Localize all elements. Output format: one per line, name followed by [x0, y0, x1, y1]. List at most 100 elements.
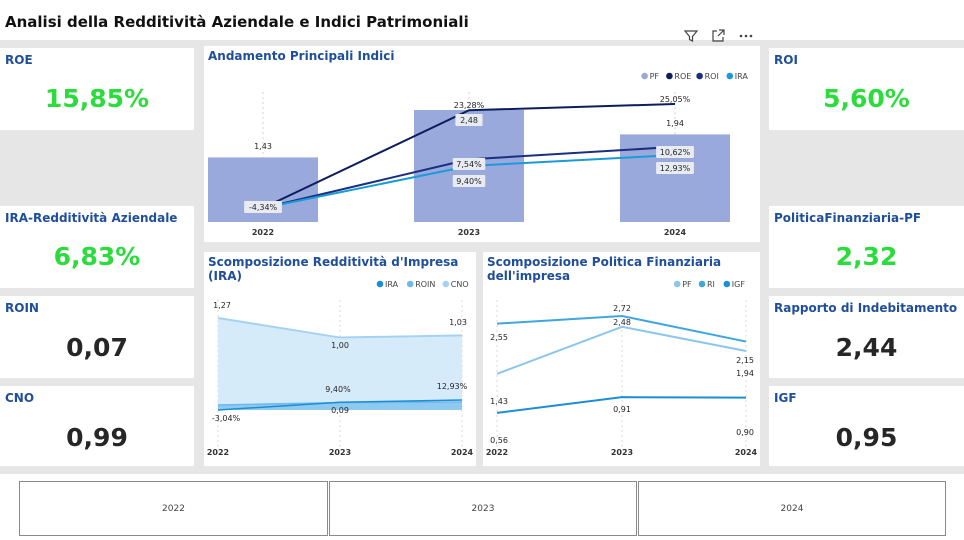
data-label-ira-2023: 7,54%	[456, 160, 482, 169]
x-tick-label-2023: 2023	[458, 228, 480, 237]
chart-andamento-indici[interactable]: Andamento Principali Indici PF ROE ROI IRA 1…	[204, 46, 760, 242]
kpi-label: IGF	[774, 391, 797, 405]
x-tick-label-2022: 2022	[207, 448, 229, 457]
legend-label-roe: ROE	[674, 72, 691, 81]
chart-title: Scomposizione Redditività d'Impresa (IRA…	[208, 255, 459, 283]
x-tick-label-2024: 2024	[735, 448, 758, 457]
legend-label-pf: PF	[650, 72, 660, 81]
kpi-card-ira[interactable]: IRA-Redditività Aziendale 6,83%	[0, 206, 194, 288]
data-label-ri-2024: 2,15	[736, 356, 754, 365]
data-label-pf-2024: 1,94	[666, 119, 684, 128]
legend-marker-roi	[696, 72, 703, 80]
legend-marker-ira	[376, 280, 384, 288]
data-label-roe-2022: -4,34%	[249, 203, 278, 212]
legend-marker-cno	[442, 280, 450, 288]
kpi-card-roin[interactable]: ROIN 0,07	[0, 296, 194, 378]
kpi-label: ROIN	[5, 301, 39, 315]
page-title: Analisi della Redditività Aziendale e In…	[5, 13, 469, 31]
more-options-icon[interactable]	[736, 27, 756, 45]
legend-label-igf: IGF	[732, 280, 746, 289]
data-label-cno-2023: 1,00	[331, 341, 349, 350]
chart-ira-svg: IRA ROIN CNO 1,27 1,00 1,03 -3,04% 9,40% 12,93% 0…	[207, 280, 474, 457]
data-label-ri-2022: 2,55	[490, 333, 508, 342]
year-slicer-2022[interactable]: 2022	[19, 481, 328, 536]
data-label-ira-2024: 10,62%	[660, 148, 691, 157]
legend-marker-igf	[723, 280, 731, 288]
kpi-label: ROI	[774, 53, 798, 67]
data-label-roe-2022-bg	[244, 201, 282, 213]
kpi-value: 0,95	[835, 423, 898, 452]
data-label-pf-2023-bg	[455, 114, 483, 126]
kpi-value: 2,44	[835, 333, 898, 362]
legend-label-roin: ROIN	[415, 280, 435, 289]
legend-label-ri: RI	[707, 280, 715, 289]
data-label-roi-2023-bg	[452, 175, 486, 187]
year-slicer-2023[interactable]: 2023	[329, 481, 637, 536]
kpi-card-cno[interactable]: CNO 0,99	[0, 386, 194, 466]
year-slicer-2024[interactable]: 2024	[638, 481, 946, 536]
legend-label-ira: IRA	[385, 280, 399, 289]
kpi-label: ROE	[5, 53, 33, 67]
line-cno	[217, 317, 463, 339]
chart-scomposizione-ira[interactable]: Scomposizione Redditività d'Impresa (IRA…	[204, 252, 476, 466]
kpi-card-indebitamento[interactable]: Rapporto di Indebitamento 2,44	[769, 296, 964, 378]
kpi-value: 6,83%	[53, 242, 141, 271]
chart-pf-svg: PF RI IGF 1,43 2,48 1,94 2,55 2,72 2,15 0,56 0,91 0…	[486, 280, 758, 457]
legend-marker-pf	[641, 72, 648, 80]
kpi-card-roe[interactable]: ROE 15,85%	[0, 48, 194, 130]
x-tick-label-2024: 2024	[451, 448, 474, 457]
line-pf	[496, 325, 747, 375]
legend-marker-pf	[673, 280, 681, 288]
data-label-cno-2024: 1,03	[449, 318, 467, 327]
data-label-ira-2022: -3,04%	[212, 414, 241, 423]
chart-title: Scomposizione Politica Finanziaria dell'…	[487, 255, 722, 283]
x-tick-label-2024: 2024	[664, 228, 687, 237]
focus-mode-icon[interactable]	[708, 27, 728, 45]
kpi-value: 0,07	[66, 333, 128, 362]
kpi-value: 5,60%	[823, 84, 910, 113]
data-label-ira-2023: 9,40%	[325, 385, 351, 394]
line-ri	[496, 314, 747, 343]
legend-marker-roin	[406, 280, 414, 288]
data-label-igf-2023: 0,91	[613, 405, 631, 414]
data-label-igf-2022: 0,56	[490, 436, 508, 445]
data-label-roi-2023: 9,40%	[456, 177, 482, 186]
area-cno	[218, 318, 462, 410]
data-label-pf-2023: 2,48	[613, 318, 631, 327]
data-label-pf-2022: 1,43	[254, 142, 272, 151]
kpi-card-pf[interactable]: PoliticaFinanziaria-PF 2,32	[769, 206, 964, 288]
data-label-roe-2024: 25,05%	[660, 95, 691, 104]
chart-andamento-svg: PF ROE ROI IRA 1,43 2,48 1,94 -4,34% 23,28% 25,05…	[208, 72, 749, 237]
kpi-value: 2,32	[835, 242, 898, 271]
legend-label-ira: IRA	[735, 72, 749, 81]
header: Analisi della Redditività Aziendale e In…	[0, 0, 964, 40]
legend-label-pf: PF	[682, 280, 692, 289]
x-tick-label-2023: 2023	[611, 448, 633, 457]
filter-icon[interactable]	[681, 27, 701, 45]
legend-marker-roe	[666, 72, 673, 80]
legend-marker-ri	[698, 280, 706, 288]
kpi-card-igf[interactable]: IGF 0,95	[769, 386, 964, 466]
data-label-pf-2023: 2,48	[460, 116, 478, 125]
data-label-cno-2022: 1,27	[213, 301, 231, 310]
data-label-roe-2023: 23,28%	[454, 101, 485, 110]
data-label-ira-2024-bg	[656, 146, 694, 158]
data-label-ri-2023: 2,72	[613, 304, 631, 313]
kpi-card-roi[interactable]: ROI 5,60%	[769, 48, 964, 130]
data-label-roi-2024: 12,93%	[660, 164, 691, 173]
legend-label-roi: ROI	[705, 72, 719, 81]
data-label-igf-2024: 0,90	[736, 428, 754, 437]
chart-title: Andamento Principali Indici	[208, 49, 395, 63]
kpi-value: 0,99	[66, 423, 128, 452]
legend-marker-ira	[726, 72, 734, 80]
kpi-label: IRA-Redditività Aziendale	[5, 211, 178, 225]
legend-label-cno: CNO	[451, 280, 469, 289]
line-ira	[217, 399, 463, 411]
data-label-pf-2024: 1,94	[736, 369, 754, 378]
x-tick-label-2023: 2023	[329, 448, 351, 457]
chart-politica-finanziaria[interactable]: Scomposizione Politica Finanziaria dell'…	[483, 252, 760, 466]
data-label-ira-2023-bg	[452, 158, 486, 170]
kpi-label: PoliticaFinanziaria-PF	[774, 211, 922, 225]
kpi-value: 15,85%	[44, 84, 150, 113]
kpi-label: CNO	[5, 391, 35, 405]
